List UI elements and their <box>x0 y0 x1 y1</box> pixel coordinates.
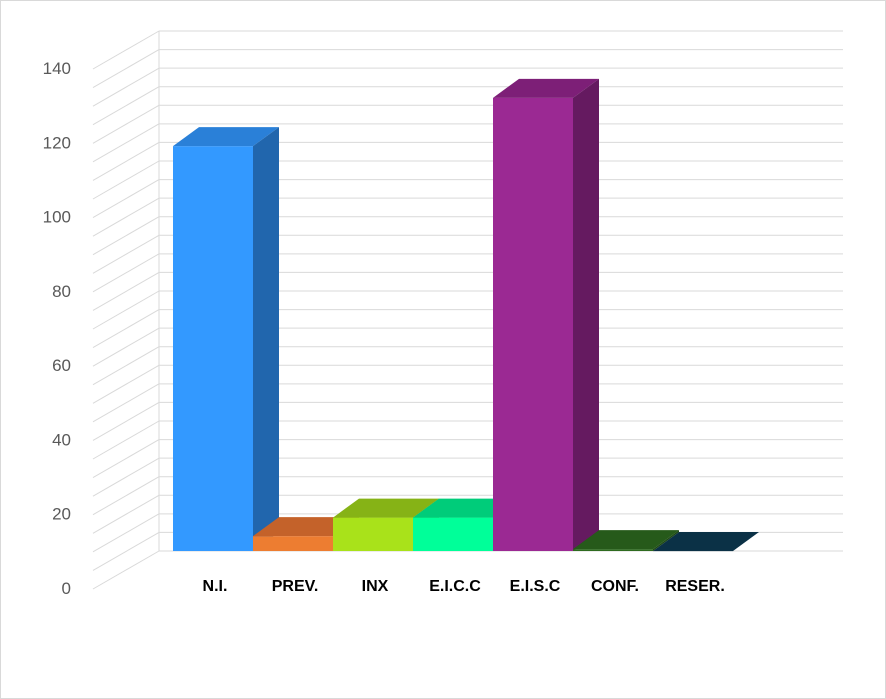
gridline <box>92 86 843 126</box>
y-axis-ticks: 0 20 40 60 80 100 120 140 <box>43 59 71 598</box>
bar <box>413 498 519 551</box>
category-label: E.I.C.C <box>429 578 481 595</box>
y-tick-label: 120 <box>43 133 71 152</box>
bar <box>653 532 759 552</box>
category-label: N.I. <box>203 578 228 595</box>
category-label: E.I.S.C <box>510 578 561 595</box>
y-tick-label: 140 <box>43 59 71 78</box>
bar <box>573 530 679 551</box>
category-label: PREV. <box>272 578 319 595</box>
category-label: INX <box>362 578 389 595</box>
y-tick-label: 60 <box>52 356 71 375</box>
y-tick-label: 80 <box>52 282 71 301</box>
gridline <box>92 30 843 70</box>
y-tick-label: 40 <box>52 430 71 449</box>
bar <box>173 127 279 552</box>
y-tick-label: 0 <box>62 579 71 598</box>
gridline <box>92 67 843 107</box>
y-tick-label: 100 <box>43 208 71 227</box>
category-label: CONF. <box>591 578 639 595</box>
category-label: RESER. <box>665 578 725 595</box>
category-labels: N.I. PREV. INX E.I.C.C E.I.S.C CONF. RESER. <box>203 578 725 595</box>
bar <box>493 78 599 551</box>
y-tick-label: 20 <box>52 505 71 524</box>
bars <box>173 78 759 552</box>
gridline <box>92 49 843 89</box>
